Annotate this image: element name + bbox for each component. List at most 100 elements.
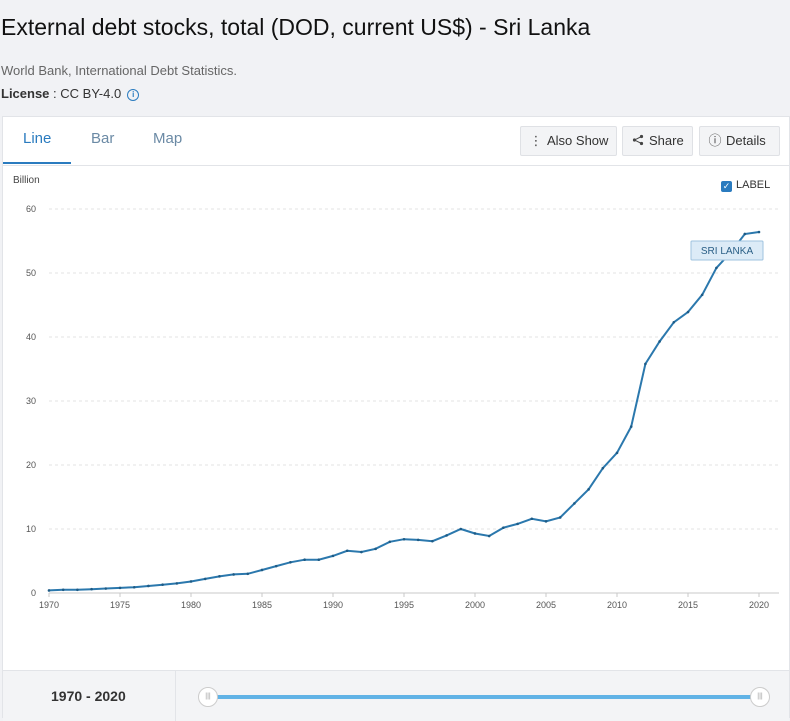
data-point: [175, 582, 179, 585]
data-point: [672, 320, 676, 324]
y-tick-label: 0: [31, 588, 36, 598]
range-footer: 1970 - 2020 ||| |||: [3, 670, 789, 721]
data-point: [644, 362, 647, 366]
range-slider-track[interactable]: [208, 695, 760, 699]
data-point: [289, 560, 292, 564]
series-line: [48, 231, 760, 592]
active-tab-indicator: [3, 162, 71, 164]
share-icon: [631, 127, 645, 155]
data-point: [700, 293, 704, 297]
license-value: : CC BY-4.0: [49, 86, 122, 101]
x-tick-label: 2000: [465, 600, 485, 610]
y-tick-label: 10: [26, 524, 36, 534]
data-point: [303, 558, 306, 562]
more-vertical-icon: ⋮: [529, 133, 543, 148]
view-tabs: Line Bar Map ⋮ Also Show Share ⓘ Details: [3, 117, 789, 166]
tab-line[interactable]: Line: [23, 130, 52, 147]
info-icon[interactable]: i: [127, 89, 140, 101]
data-point: [246, 572, 250, 576]
data-point: [445, 534, 448, 537]
label-toggle[interactable]: ✓ LABEL: [721, 179, 770, 192]
data-point: [502, 526, 505, 530]
data-point: [757, 230, 761, 234]
data-point: [573, 502, 576, 505]
data-point: [345, 549, 349, 553]
data-point: [402, 537, 406, 541]
chart-area: Billion ✓ LABEL 0 10 20 30 40 50 60 1970 1975 1980…: [3, 165, 789, 670]
tab-bar[interactable]: Bar: [91, 130, 115, 147]
y-tick-label: 20: [26, 460, 36, 470]
data-point: [658, 340, 661, 343]
x-tick-label: 2015: [678, 600, 698, 610]
data-point: [629, 425, 633, 428]
data-point: [374, 547, 377, 551]
data-point: [274, 564, 278, 568]
x-tick-label: 1975: [110, 600, 130, 610]
data-point: [715, 266, 718, 270]
page-title: External debt stocks, total (DOD, curren…: [1, 14, 591, 40]
data-point: [544, 520, 548, 523]
share-label: Share: [649, 133, 684, 148]
data-point: [203, 577, 207, 581]
x-tick-label: 1970: [39, 600, 59, 610]
x-tick-label: 1990: [323, 600, 343, 610]
data-point: [161, 583, 164, 586]
data-point: [331, 554, 335, 558]
range-separator: -: [82, 688, 95, 704]
data-point: [260, 568, 264, 572]
data-point: [47, 589, 51, 592]
data-point: [360, 550, 363, 554]
range-end: 2020: [94, 688, 126, 704]
data-point: [147, 584, 150, 588]
data-point: [218, 575, 221, 578]
data-point: [388, 540, 392, 544]
range-slider-start-handle[interactable]: |||: [198, 687, 218, 707]
x-tick-label: 2010: [607, 600, 627, 610]
chart-panel: Line Bar Map ⋮ Also Show Share ⓘ Details B…: [2, 116, 790, 721]
license-line: License : CC BY-4.0 i: [1, 86, 140, 101]
share-button[interactable]: Share: [622, 126, 693, 156]
y-tick-label: 40: [26, 332, 36, 342]
data-point: [118, 586, 122, 590]
range-slider-end-handle[interactable]: |||: [750, 687, 770, 707]
data-point: [459, 527, 463, 531]
y-axis-unit-label: Billion: [13, 175, 40, 186]
y-tick-label: 50: [26, 268, 36, 278]
label-toggle-text: LABEL: [736, 179, 771, 191]
tab-map[interactable]: Map: [153, 130, 183, 147]
data-point: [61, 588, 65, 592]
footer-divider: [175, 671, 176, 721]
data-point: [743, 232, 747, 236]
data-point: [189, 580, 193, 583]
x-tick-label: 1980: [181, 600, 201, 610]
x-tick-label: 2005: [536, 600, 556, 610]
x-tick-label: 1985: [252, 600, 272, 610]
data-point: [530, 517, 534, 521]
data-point: [104, 587, 108, 590]
series-label-box: [690, 240, 764, 261]
label-checkbox[interactable]: ✓: [721, 181, 732, 192]
also-show-button[interactable]: ⋮ Also Show: [520, 126, 617, 156]
details-button[interactable]: ⓘ Details: [699, 126, 780, 156]
data-point: [132, 585, 136, 589]
also-show-label: Also Show: [547, 133, 609, 148]
page-header: External debt stocks, total (DOD, curren…: [0, 0, 790, 116]
data-point: [487, 534, 491, 538]
info-circle-icon: ⓘ: [708, 133, 722, 148]
data-point: [601, 466, 605, 470]
license-label: License: [1, 86, 50, 101]
data-point: [431, 539, 434, 543]
y-tick-label: 30: [26, 396, 36, 406]
data-point: [587, 488, 590, 491]
series-label: SRI LANKA: [701, 246, 754, 257]
y-tick-label: 60: [26, 204, 36, 214]
data-point: [317, 558, 321, 562]
line-chart: 0 10 20 30 40 50 60 1970 1975 1980 1985 1990 1995 200…: [26, 204, 779, 610]
source-text: World Bank, International Debt Statistic…: [1, 63, 238, 78]
data-point: [473, 532, 477, 535]
data-point: [686, 310, 690, 314]
data-point: [232, 573, 235, 576]
x-tick-label: 1995: [394, 600, 414, 610]
data-point: [558, 516, 562, 519]
data-point: [516, 522, 519, 526]
